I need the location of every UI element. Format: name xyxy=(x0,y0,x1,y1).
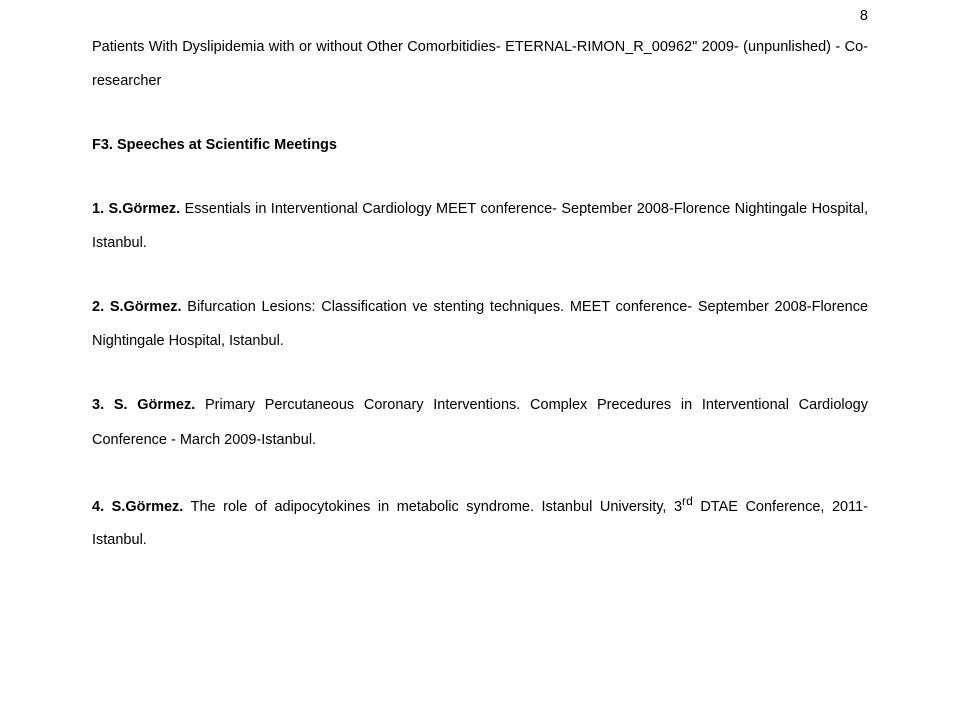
intro-paragraph: Patients With Dyslipidemia with or witho… xyxy=(92,30,868,98)
speech-item-2: 2. S.Görmez. Bifurcation Lesions: Classi… xyxy=(92,290,868,358)
speech-1-text: Essentials in Interventional Cardiology … xyxy=(92,201,868,251)
section-heading: F3. Speeches at Scientific Meetings xyxy=(92,128,868,162)
speech-item-3: 3. S. Görmez. Primary Percutaneous Coron… xyxy=(92,388,868,456)
speech-3-author: 3. S. Görmez. xyxy=(92,397,195,413)
speech-4-text-a: The role of adipocytokines in metabolic … xyxy=(183,498,682,514)
speech-2-author: 2. S.Görmez. xyxy=(92,299,182,315)
speech-item-1: 1. S.Görmez. Essentials in Interventiona… xyxy=(92,192,868,260)
speech-3-text: Primary Percutaneous Coronary Interventi… xyxy=(92,397,868,447)
speech-4-author: 4. S.Görmez. xyxy=(92,498,183,514)
speech-1-author: 1. S.Görmez. xyxy=(92,201,180,217)
speech-item-4: 4. S.Görmez. The role of adipocytokines … xyxy=(92,487,868,558)
speech-2-text: Bifurcation Lesions: Classification ve s… xyxy=(92,299,868,349)
page-number: 8 xyxy=(860,8,868,24)
ordinal-superscript: rd xyxy=(682,494,693,508)
